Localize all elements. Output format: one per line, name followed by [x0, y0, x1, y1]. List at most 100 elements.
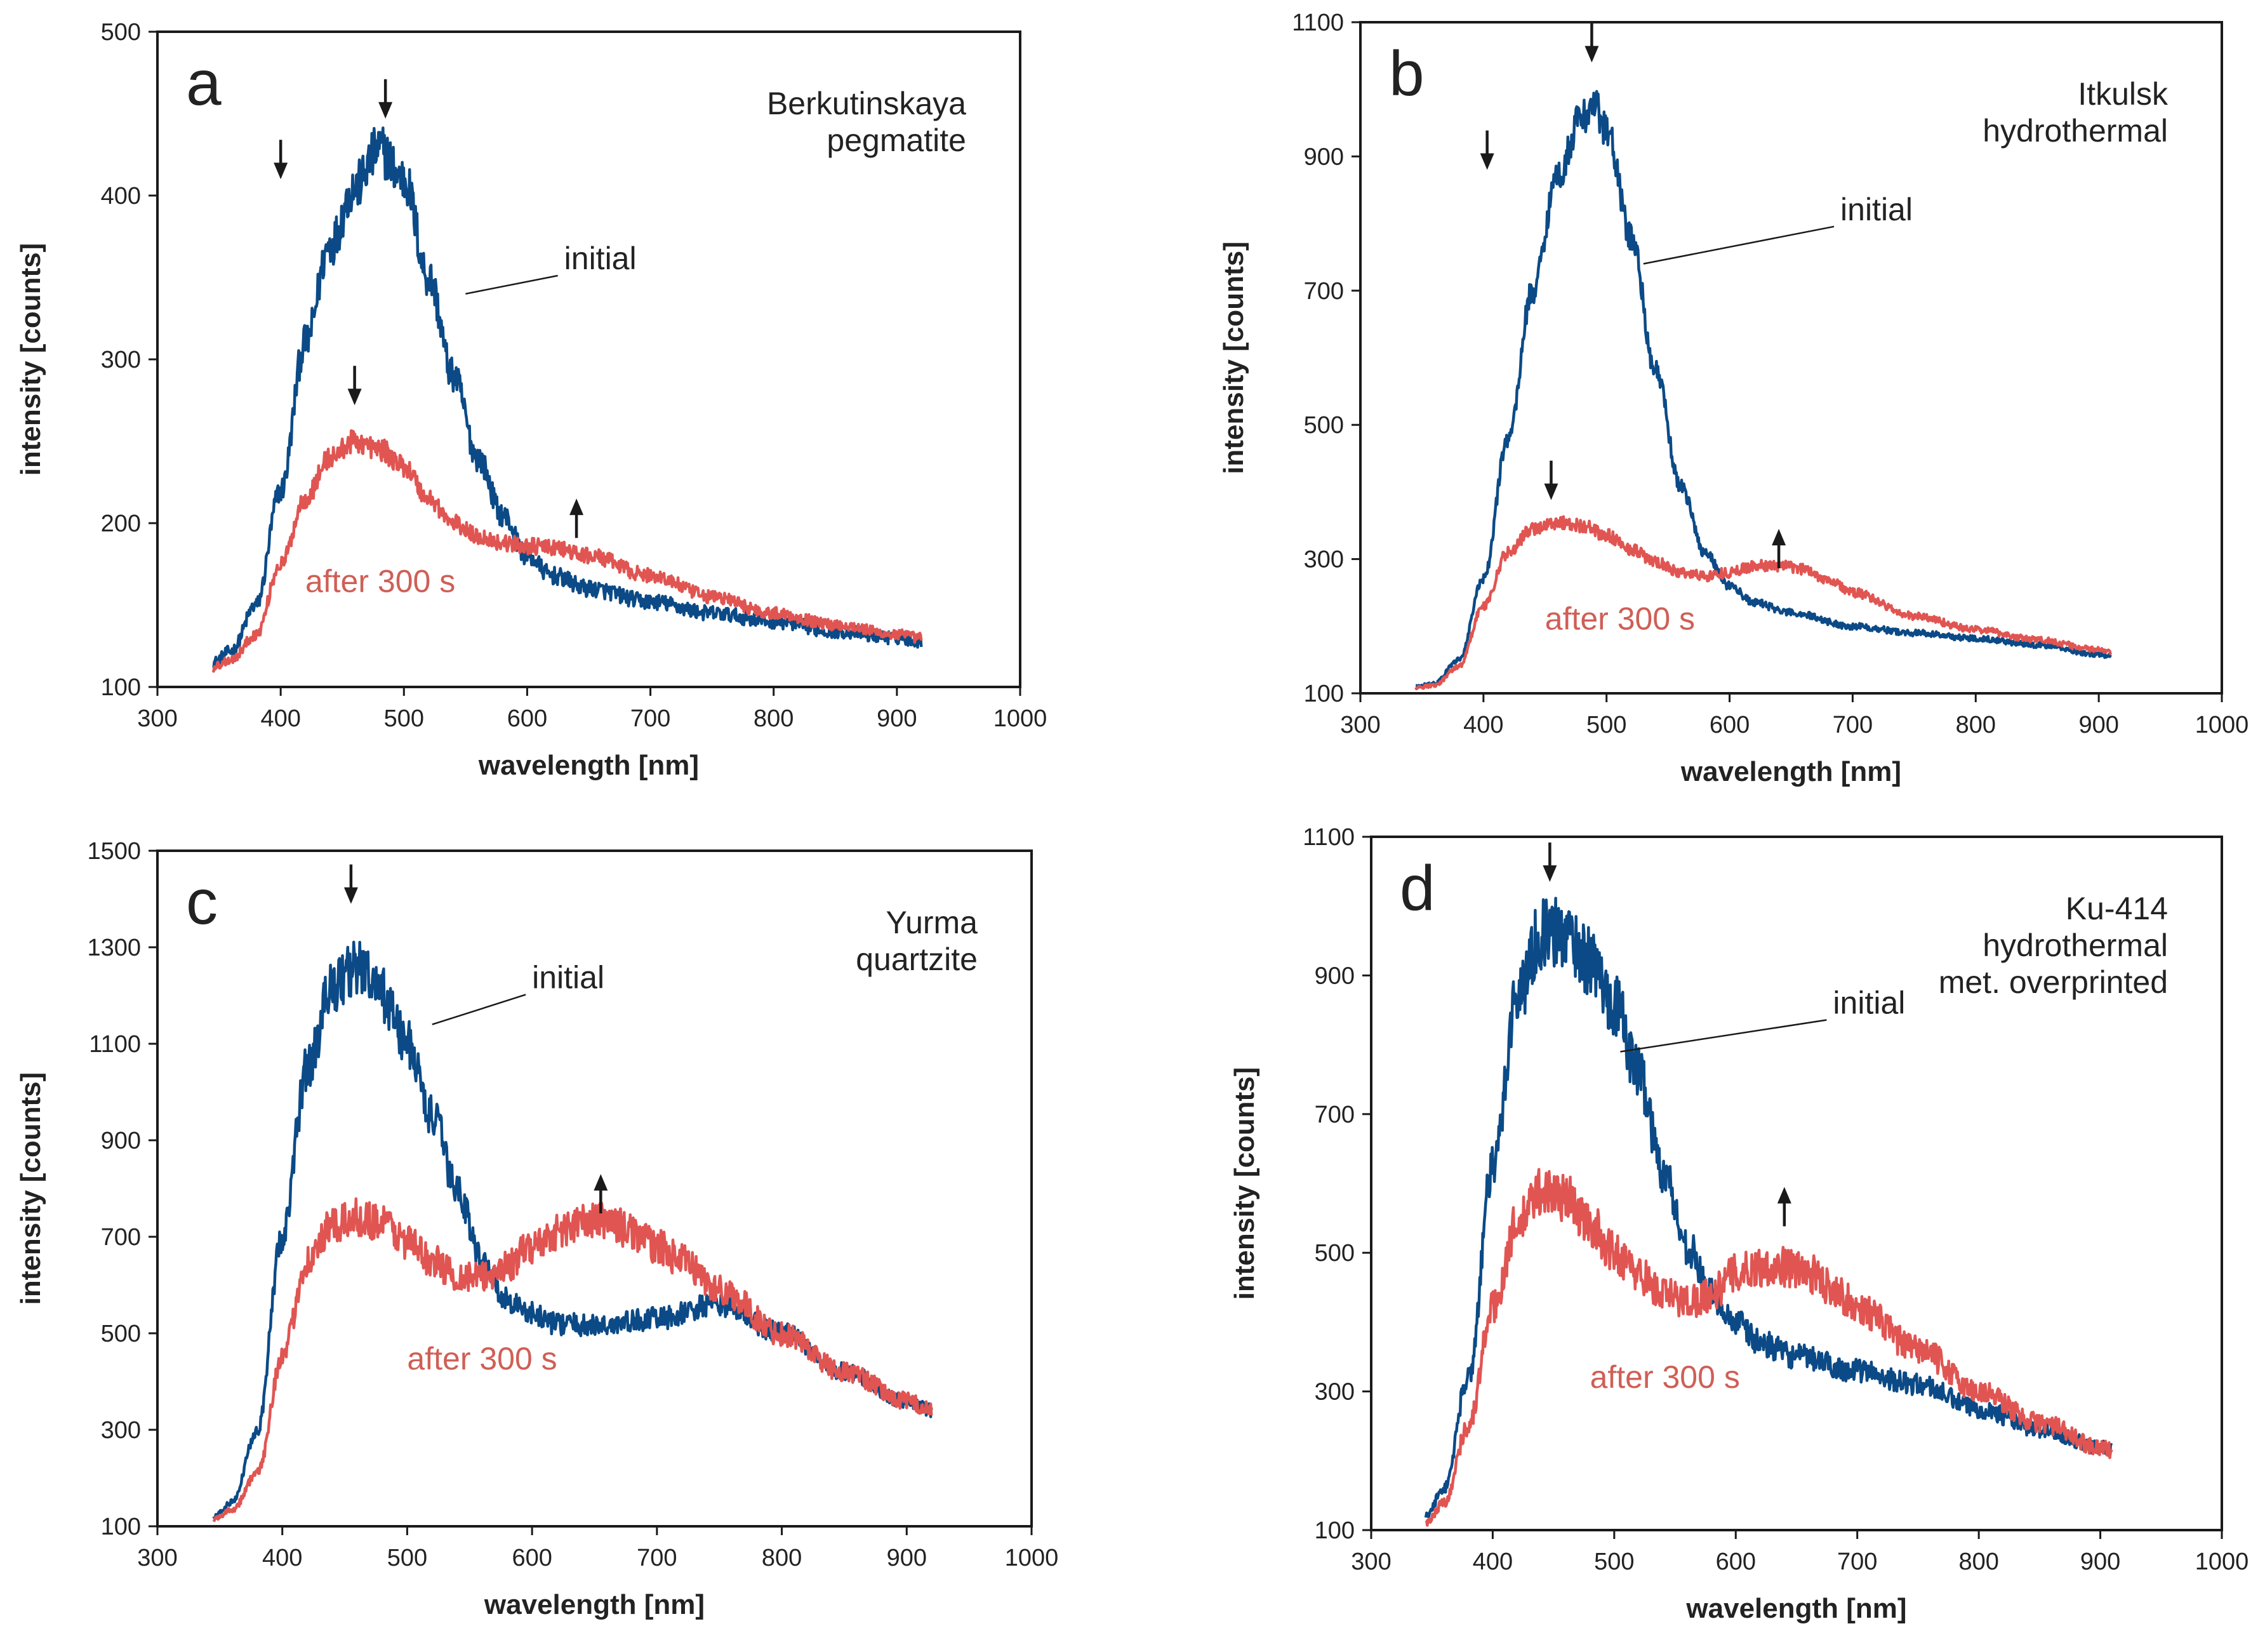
initial-leader-line: [1620, 1019, 1827, 1053]
series-line-after-300s: [212, 1197, 933, 1522]
initial-series-label: initial: [564, 241, 637, 276]
y-axis-label: intensity [counts]: [1229, 1067, 1260, 1300]
x-tick-label: 800: [1956, 712, 1996, 738]
x-tick-label: 400: [260, 705, 300, 732]
down-arrow-icon: [274, 163, 288, 180]
x-tick-label: 400: [1463, 712, 1503, 738]
down-arrow-icon: [347, 389, 362, 406]
x-tick-label: 800: [1958, 1549, 1998, 1575]
series-line-initial: [1424, 896, 2113, 1519]
panel-letter: a: [186, 48, 222, 119]
initial-series-label: initial: [1833, 985, 1905, 1020]
x-tick-label: 300: [1351, 1549, 1391, 1575]
sample-title: Berkutinskaya pegmatite: [767, 86, 966, 158]
y-tick-label: 300: [1315, 1379, 1355, 1406]
sample-title: Itkulsk hydrothermal: [1983, 76, 2169, 149]
y-tick-label: 900: [1304, 143, 1344, 170]
series-line-after-300s: [1425, 1168, 2113, 1527]
y-axis-label: intensity [counts]: [15, 243, 46, 476]
after-series-label: after 300 s: [305, 563, 455, 599]
up-arrow-icon: [1772, 529, 1786, 546]
after-series-label: after 300 s: [1590, 1359, 1740, 1395]
y-axis-label: intensity [counts]: [1218, 241, 1249, 474]
up-arrow-icon: [594, 1174, 608, 1191]
chart-panel-a: 300 400 500 600 700 800 900 1000 100 200 300 400 500…: [15, 19, 1047, 781]
y-tick-label: 1100: [1292, 10, 1344, 36]
x-tick-label: 900: [877, 705, 917, 732]
plot-frame: [156, 849, 1033, 1528]
x-tick-label: 1000: [2195, 1549, 2249, 1575]
plot-frame: [1359, 21, 2223, 695]
x-tick-label: 800: [754, 705, 794, 732]
x-tick-label: 1000: [993, 705, 1047, 732]
y-tick-label: 700: [1304, 278, 1344, 305]
y-tick-label: 300: [101, 1417, 141, 1444]
after-series-label: after 300 s: [1545, 601, 1695, 637]
chart-panel-b: 300 400 500 600 700 800 900 1000 100 300 500 700 900…: [1218, 10, 2248, 787]
initial-leader-line: [1643, 225, 1835, 265]
down-arrow-icon: [1584, 46, 1599, 63]
down-arrow-icon: [1543, 865, 1557, 882]
y-tick-label: 100: [101, 1514, 141, 1540]
x-tick-label: 600: [1716, 1549, 1756, 1575]
x-tick-label: 300: [137, 705, 177, 732]
y-tick-label: 500: [101, 1321, 141, 1347]
x-tick-label: 700: [630, 705, 670, 732]
y-tick-label: 100: [1315, 1517, 1355, 1544]
initial-leader-line: [432, 994, 526, 1025]
after-series-label: after 300 s: [407, 1341, 557, 1376]
sample-title: Yurma quartzite: [856, 905, 978, 977]
initial-series-label: initial: [1840, 192, 1913, 227]
up-arrow-icon: [569, 498, 584, 516]
x-tick-label: 600: [1710, 712, 1750, 738]
x-axis-label: wavelength [nm]: [484, 1589, 705, 1620]
y-tick-label: 1100: [1303, 824, 1355, 851]
series-line-after-300s: [211, 429, 923, 673]
down-arrow-icon: [343, 887, 358, 904]
y-tick-label: 300: [101, 347, 141, 373]
x-tick-label: 500: [1594, 1549, 1634, 1575]
y-tick-label: 700: [101, 1224, 141, 1251]
down-arrow-icon: [1480, 153, 1494, 170]
chart-panel-d: 300 400 500 600 700 800 900 1000 100 300 500 700 900…: [1229, 824, 2248, 1624]
panel-letter: b: [1389, 38, 1425, 109]
x-tick-label: 400: [1473, 1549, 1513, 1575]
series-line-after-300s: [1414, 515, 2112, 691]
panel-letter: d: [1400, 853, 1435, 924]
series-line-initial: [1415, 90, 2112, 689]
y-tick-label: 500: [101, 19, 141, 46]
x-tick-label: 600: [507, 705, 547, 732]
x-tick-label: 700: [1833, 712, 1873, 738]
x-tick-label: 300: [1340, 712, 1380, 738]
y-tick-label: 100: [1304, 681, 1344, 707]
y-tick-label: 900: [101, 1128, 141, 1154]
x-tick-label: 800: [762, 1545, 802, 1571]
x-axis-label: wavelength [nm]: [1680, 756, 1901, 787]
x-tick-label: 1000: [1005, 1545, 1059, 1571]
y-tick-label: 100: [101, 674, 141, 701]
x-tick-label: 500: [384, 705, 424, 732]
down-arrow-icon: [1544, 483, 1558, 500]
initial-series-label: initial: [532, 960, 604, 996]
y-tick-label: 900: [1315, 963, 1355, 989]
up-arrow-icon: [1777, 1187, 1791, 1204]
x-tick-label: 900: [2078, 712, 2118, 738]
x-axis-label: wavelength [nm]: [1685, 1593, 1906, 1624]
x-tick-label: 400: [262, 1545, 302, 1571]
x-tick-label: 500: [1586, 712, 1626, 738]
x-tick-label: 700: [1837, 1549, 1877, 1575]
x-tick-label: 300: [137, 1545, 177, 1571]
down-arrow-icon: [378, 102, 393, 119]
y-axis-label: intensity [counts]: [15, 1072, 46, 1305]
x-axis-label: wavelength [nm]: [478, 750, 699, 781]
x-tick-label: 600: [512, 1545, 552, 1571]
x-tick-label: 700: [637, 1545, 677, 1571]
y-tick-label: 1500: [87, 838, 141, 865]
plot-frame: [1370, 836, 2223, 1531]
y-tick-label: 1300: [87, 935, 141, 961]
y-tick-label: 1100: [89, 1031, 141, 1058]
y-tick-label: 400: [101, 183, 141, 210]
sample-title: Ku-414 hydrothermal met. overprinted: [1939, 891, 2168, 1000]
x-tick-label: 1000: [2195, 712, 2249, 738]
